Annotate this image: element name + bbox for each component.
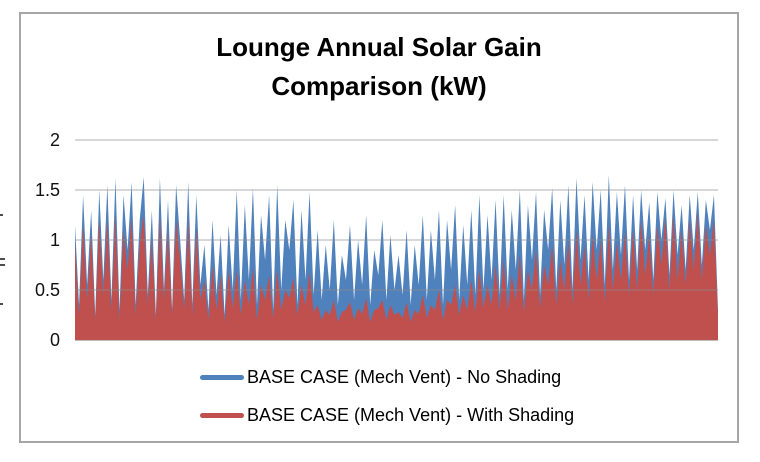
legend-item-no-shading: BASE CASE (Mech Vent) - No Shading (200, 366, 574, 388)
y-axis-tick-label-1-5: 1.5 (34, 180, 60, 200)
series-area-with-shading (75, 212, 718, 340)
chart-title-line-1: Lounge Annual Solar Gain (216, 32, 542, 62)
y-axis-tick-label-0-5: 0.5 (34, 280, 60, 300)
clipped-left-edge-text-fragment (0, 303, 3, 305)
clipped-left-edge-text-fragment (0, 264, 5, 266)
legend-item-with-shading: BASE CASE (Mech Vent) - With Shading (200, 404, 574, 426)
legend-line-marker-blue (200, 374, 244, 380)
y-axis-tick-label-1: 1 (49, 230, 60, 250)
chart-legend: BASE CASE (Mech Vent) - No Shading BASE … (200, 366, 574, 426)
chart-title-line-2: Comparison (kW) (271, 71, 487, 101)
legend-line-marker-red (200, 412, 244, 418)
legend-label-no-shading: BASE CASE (Mech Vent) - No Shading (247, 366, 562, 387)
y-axis-tick-label-2: 2 (49, 130, 60, 150)
legend-label-with-shading: BASE CASE (Mech Vent) - With Shading (247, 404, 575, 425)
plot-area (75, 139, 718, 341)
clipped-left-edge-text-fragment (0, 258, 5, 260)
y-axis-tick-label-0: 0 (49, 330, 60, 350)
clipped-left-edge-text-fragment (0, 214, 3, 216)
chart-title: Lounge Annual Solar Gain Comparison (kW) (19, 28, 739, 106)
